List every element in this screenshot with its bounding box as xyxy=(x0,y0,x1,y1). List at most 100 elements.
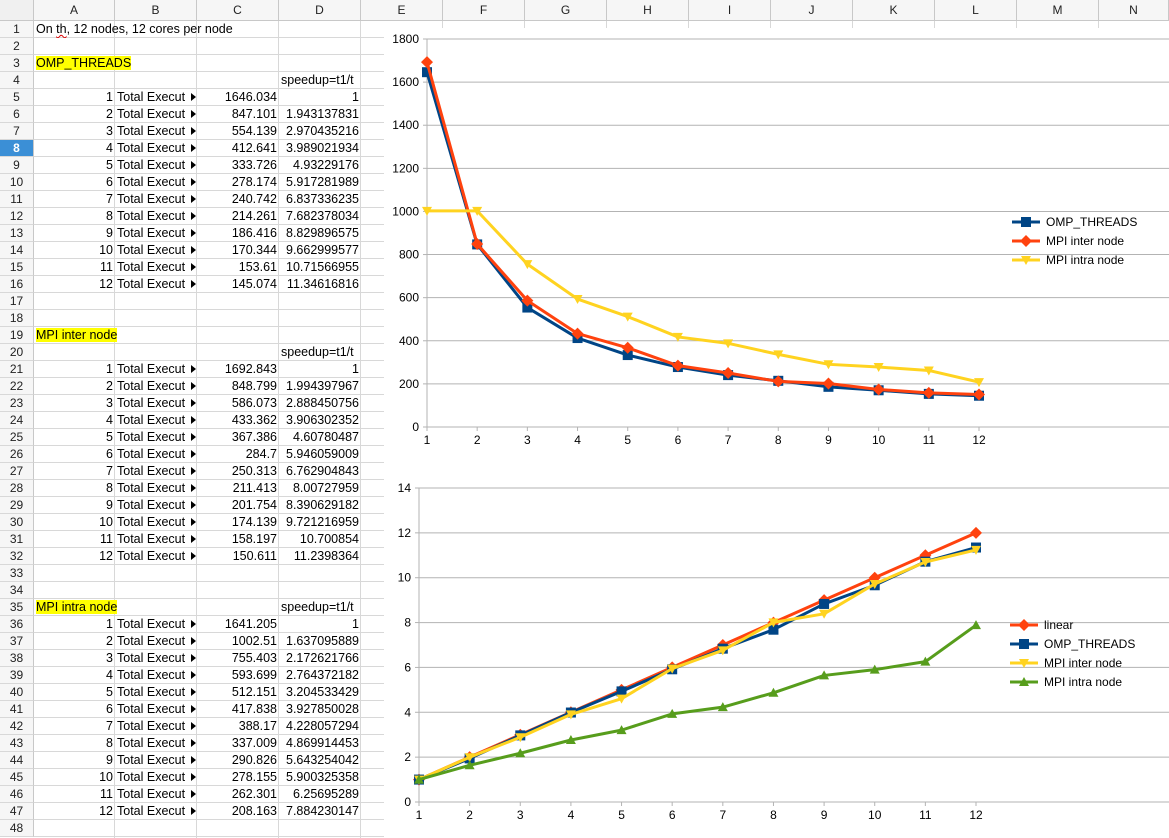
execution-time-cell[interactable]: 412.641 xyxy=(231,141,277,155)
speedup-cell[interactable]: 6.837336235 xyxy=(286,192,359,206)
execution-time-cell[interactable]: 145.074 xyxy=(231,277,277,291)
execution-time-cell[interactable]: 847.101 xyxy=(231,107,277,121)
column-header-n[interactable]: N xyxy=(1099,0,1169,21)
execution-time-cell[interactable]: 367.386 xyxy=(231,430,277,444)
metric-label-cell[interactable]: Total Execut xyxy=(117,702,186,716)
thread-count-cell[interactable]: 3 xyxy=(106,124,113,138)
column-header-h[interactable]: H xyxy=(607,0,689,21)
execution-time-cell[interactable]: 593.699 xyxy=(231,668,277,682)
thread-count-cell[interactable]: 9 xyxy=(106,753,113,767)
thread-count-cell[interactable]: 1 xyxy=(106,617,113,631)
thread-count-cell[interactable]: 1 xyxy=(106,362,113,376)
metric-label-cell[interactable]: Total Execut xyxy=(117,770,186,784)
row-header-38[interactable]: 38 xyxy=(0,650,34,667)
speedup-cell[interactable]: 8.00727959 xyxy=(292,481,359,495)
row-header-9[interactable]: 9 xyxy=(0,157,34,174)
execution-time-cell[interactable]: 284.7 xyxy=(245,447,277,461)
row-header-45[interactable]: 45 xyxy=(0,769,34,786)
row-header-37[interactable]: 37 xyxy=(0,633,34,650)
thread-count-cell[interactable]: 2 xyxy=(106,107,113,121)
section-label[interactable]: MPI intra node xyxy=(34,599,194,616)
metric-label-cell[interactable]: Total Execut xyxy=(117,736,186,750)
speedup-cell[interactable]: 2.172621766 xyxy=(286,651,359,665)
thread-count-cell[interactable]: 5 xyxy=(106,158,113,172)
speedup-cell[interactable]: 3.927850028 xyxy=(286,702,359,716)
execution-time-cell[interactable]: 186.416 xyxy=(231,226,277,240)
row-header-41[interactable]: 41 xyxy=(0,701,34,718)
metric-label-cell[interactable]: Total Execut xyxy=(117,107,186,121)
execution-time-cell[interactable]: 417.838 xyxy=(231,702,277,716)
row-header-20[interactable]: 20 xyxy=(0,344,34,361)
column-header-m[interactable]: M xyxy=(1017,0,1099,21)
metric-label-cell[interactable]: Total Execut xyxy=(117,804,186,818)
row-header-25[interactable]: 25 xyxy=(0,429,34,446)
thread-count-cell[interactable]: 8 xyxy=(106,481,113,495)
row-header-5[interactable]: 5 xyxy=(0,89,34,106)
row-header-27[interactable]: 27 xyxy=(0,463,34,480)
thread-count-cell[interactable]: 6 xyxy=(106,702,113,716)
row-header-35[interactable]: 35 xyxy=(0,599,34,616)
row-header-12[interactable]: 12 xyxy=(0,208,34,225)
thread-count-cell[interactable]: 2 xyxy=(106,379,113,393)
thread-count-cell[interactable]: 7 xyxy=(106,192,113,206)
row-header-29[interactable]: 29 xyxy=(0,497,34,514)
row-header-15[interactable]: 15 xyxy=(0,259,34,276)
section-label[interactable]: MPI inter node xyxy=(34,327,194,344)
column-header-l[interactable]: L xyxy=(935,0,1017,21)
row-header-30[interactable]: 30 xyxy=(0,514,34,531)
row-header-10[interactable]: 10 xyxy=(0,174,34,191)
row-header-39[interactable]: 39 xyxy=(0,667,34,684)
execution-time-cell[interactable]: 554.139 xyxy=(231,124,277,138)
speedup-cell[interactable]: 5.643254042 xyxy=(286,753,359,767)
execution-time-cell[interactable]: 201.754 xyxy=(231,498,277,512)
speedup-cell[interactable]: 2.764372182 xyxy=(286,668,359,682)
execution-time-cell[interactable]: 250.313 xyxy=(231,464,277,478)
execution-time-cell[interactable]: 214.261 xyxy=(231,209,277,223)
select-all-corner[interactable] xyxy=(0,0,34,21)
row-header-43[interactable]: 43 xyxy=(0,735,34,752)
metric-label-cell[interactable]: Total Execut xyxy=(117,430,186,444)
speedup-cell[interactable]: 5.917281989 xyxy=(286,175,359,189)
thread-count-cell[interactable]: 5 xyxy=(106,685,113,699)
execution-time-cell[interactable]: 388.17 xyxy=(238,719,277,733)
row-header-1[interactable]: 1 xyxy=(0,21,34,38)
column-header-j[interactable]: J xyxy=(771,0,853,21)
thread-count-cell[interactable]: 7 xyxy=(106,464,113,478)
row-header-22[interactable]: 22 xyxy=(0,378,34,395)
execution-time-cell[interactable]: 290.826 xyxy=(231,753,277,767)
execution-time-cell[interactable]: 755.403 xyxy=(231,651,277,665)
execution-time-cell[interactable]: 1692.843 xyxy=(224,362,277,376)
thread-count-cell[interactable]: 11 xyxy=(100,260,113,274)
row-header-31[interactable]: 31 xyxy=(0,531,34,548)
row-header-40[interactable]: 40 xyxy=(0,684,34,701)
execution-time-cell[interactable]: 586.073 xyxy=(231,396,277,410)
execution-time-cell[interactable]: 1641.205 xyxy=(224,617,277,631)
metric-label-cell[interactable]: Total Execut xyxy=(117,260,186,274)
row-header-16[interactable]: 16 xyxy=(0,276,34,293)
row-header-13[interactable]: 13 xyxy=(0,225,34,242)
execution-time-cell[interactable]: 170.344 xyxy=(231,243,277,257)
speedup-header[interactable]: speedup=t1/t xyxy=(281,600,354,614)
row-header-3[interactable]: 3 xyxy=(0,55,34,72)
execution-time-cell[interactable]: 240.742 xyxy=(231,192,277,206)
row-header-48[interactable]: 48 xyxy=(0,820,34,837)
speedup-cell[interactable]: 1 xyxy=(352,617,359,631)
speedup-cell[interactable]: 8.390629182 xyxy=(286,498,359,512)
row-header-6[interactable]: 6 xyxy=(0,106,34,123)
thread-count-cell[interactable]: 11 xyxy=(100,787,113,801)
column-header-d[interactable]: D xyxy=(279,0,361,21)
row-header-34[interactable]: 34 xyxy=(0,582,34,599)
execution-time-cell[interactable]: 278.155 xyxy=(231,770,277,784)
thread-count-cell[interactable]: 4 xyxy=(106,141,113,155)
row-header-11[interactable]: 11 xyxy=(0,191,34,208)
speedup-cell[interactable]: 1.637095889 xyxy=(286,634,359,648)
speedup-cell[interactable]: 6.762904843 xyxy=(286,464,359,478)
speedup-cell[interactable]: 4.93229176 xyxy=(292,158,359,172)
metric-label-cell[interactable]: Total Execut xyxy=(117,685,186,699)
execution-time-cell[interactable]: 174.139 xyxy=(231,515,277,529)
column-header-f[interactable]: F xyxy=(443,0,525,21)
row-header-21[interactable]: 21 xyxy=(0,361,34,378)
metric-label-cell[interactable]: Total Execut xyxy=(117,787,186,801)
metric-label-cell[interactable]: Total Execut xyxy=(117,668,186,682)
